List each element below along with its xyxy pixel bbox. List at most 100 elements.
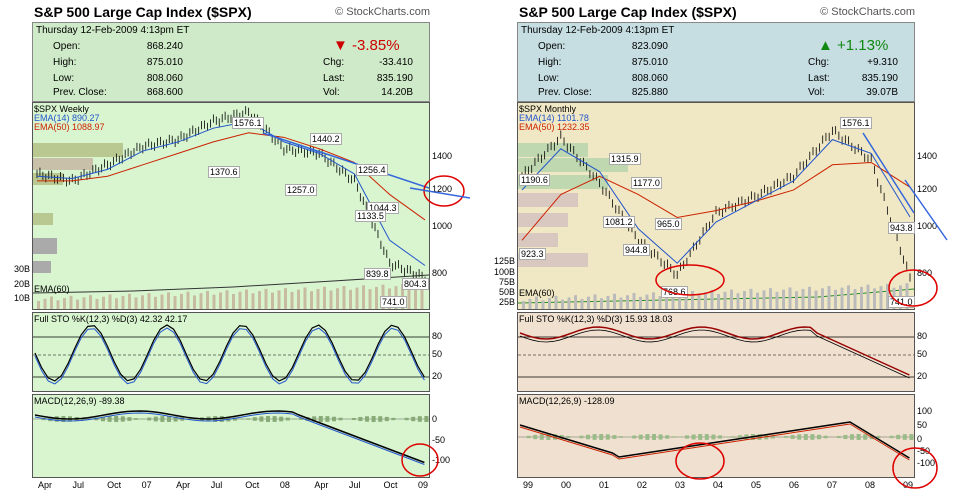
macd-hist-bar [153,416,158,422]
macd-hist-bar [365,416,369,422]
ema14-legend: EMA(14) 890.27 [34,113,100,123]
macd-hist-bar [424,416,429,422]
weekly-chart-panel: S&P 500 Large Cap Index ($SPX) © StockCh… [0,0,470,498]
macd-hist-bar [378,416,383,422]
sto-tick: 80 [917,331,928,341]
volume-bar [277,290,281,309]
macd-hist-bar [384,416,389,422]
macd-tick: 0 [917,434,923,444]
macd-hist-bar [718,435,722,439]
macd-histogram [526,434,914,440]
volume-bar [639,296,642,309]
ema60-legend: EMA(60) [519,288,555,298]
macd-hist-bar [784,436,788,438]
macd-hist-bar [803,434,808,440]
volume-bar [795,291,798,309]
macd-hist-bar [404,417,409,421]
volume-bar [678,295,681,309]
high-label: High: [53,57,77,68]
annotation: 1190.6 [519,174,550,186]
macd-hist-bar [652,434,656,440]
trendline [862,132,914,214]
macd-hist-bar [731,436,736,438]
macd-hist-bar [863,434,868,440]
volume-bar [349,289,352,309]
sto-tick: 50 [432,349,443,359]
volume-by-price [33,143,123,273]
macd-hist-bar [698,434,703,440]
macd-hist-bar [757,434,762,440]
chart-title: S&P 500 Large Cap Index ($SPX) [34,4,252,20]
price-tick: 800 [432,268,448,278]
volume-bar [303,287,307,309]
volume-bar [743,291,746,309]
macd-hist-bar [285,417,290,421]
volume-bar [580,298,584,309]
macd-hist-bar [592,434,597,440]
volume-bar [697,294,701,309]
x-tick-label: Oct [383,480,398,490]
macd-hist-bar [279,416,284,422]
sto-k-line [34,324,425,382]
price-tick: 1200 [917,184,938,194]
volume-bar [219,292,222,309]
volume-bar [600,298,603,309]
x-tick-label: Jul [348,480,361,490]
volume-bar [193,295,196,309]
macd-hist-bar [889,435,894,439]
x-tick-label: 03 [675,480,686,490]
vbp-bar [33,173,63,185]
macd-hist-bar [272,416,277,422]
x-tick-label: 00 [561,480,572,490]
ema60-legend: EMA(60) [34,284,70,294]
price-chart [32,102,430,310]
macd-hist-bar [233,417,237,421]
volume-bars [522,283,909,309]
annotation: 1440.2 [310,133,342,145]
x-tick-label: 06 [789,480,800,490]
macd-hist-bar [896,434,901,440]
open-value: 868.240 [146,41,183,52]
macd-line [34,410,425,464]
macd-hist-bar [711,434,716,440]
macd-hist-bar [902,434,907,440]
vol-value: 14.20B [381,87,413,98]
annotation: 1315.9 [609,153,641,165]
volume-bar [420,283,424,309]
annotation: 965.0 [655,218,682,230]
volume-bar [323,286,326,309]
low-value: 808.060 [631,73,668,84]
annotation: 1256.4 [356,164,388,176]
volume-bar [710,290,714,309]
change-percent: ▲ +1.13% [818,37,889,54]
high-value: 875.010 [631,57,668,68]
macd-hist-bar [553,434,557,440]
macd-hist-bar [219,416,224,422]
volume-bar [76,299,79,309]
macd-hist-bar [358,416,363,422]
macd-hist-bar [259,416,264,422]
macd-hist-bar [638,434,643,440]
volume-bar [762,290,766,309]
volume-tick: 25B [498,297,515,307]
vbp-bar [518,143,588,157]
macd-hist-bar [160,416,165,422]
volume-bar [128,293,131,309]
price-bars [36,106,426,285]
volume-bar [717,294,720,309]
last-value: 835.190 [376,73,413,84]
macd-hist-bar [665,435,670,439]
macd-hist-bar [246,418,251,420]
volume-bar [89,295,92,309]
volume-bar [180,293,183,309]
sto-d-line [34,327,425,385]
sto-tick: 20 [917,371,928,381]
volume-bar [736,293,740,309]
volume-bar [375,286,378,309]
price-legend: $SPX Monthly [519,104,577,114]
x-tick-label: Apr [38,480,53,490]
price-tick: 1000 [917,221,938,231]
macd-hist-bar [810,434,815,440]
volume-bar [63,298,66,309]
volume-tick: 30B [13,264,30,274]
